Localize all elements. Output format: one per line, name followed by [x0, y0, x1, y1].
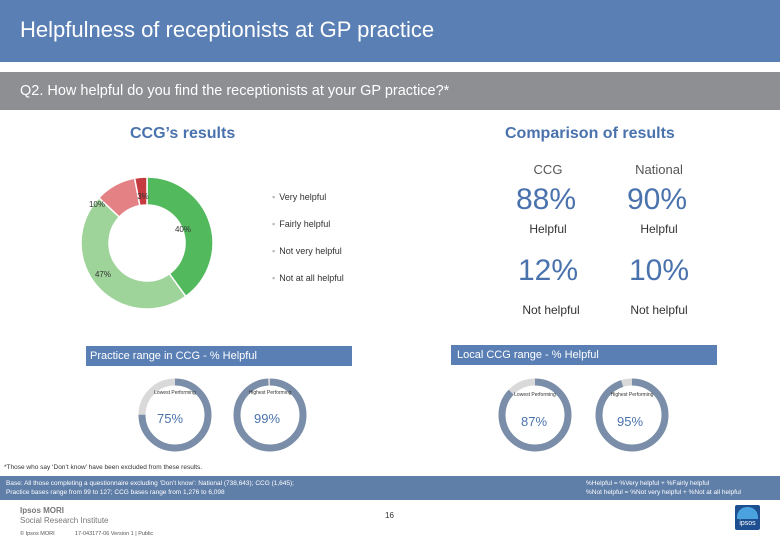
national-not-helpful-value: 10% [628, 254, 690, 287]
donut-chart: 40% 47% 10% 3% [80, 176, 214, 310]
local-lowest-ring [498, 378, 572, 452]
donut-label-not-very-helpful: 10% [89, 200, 105, 209]
ipsos-name: Ipsos MORI [20, 506, 65, 515]
comparison-title: Comparison of results [505, 125, 675, 142]
ring-fill [138, 378, 212, 452]
practice-highest-value: 99% [253, 411, 281, 426]
practice-range-bar: Practice range in CCG - % Helpful [86, 346, 352, 366]
donut-slice-fairly-helpful [80, 196, 187, 310]
local-lowest-label: Lowest Performing [514, 392, 556, 398]
legend-item-very-helpful: ▪ Very helpful [272, 192, 327, 202]
ring-fill [233, 378, 307, 452]
donut-label-very-helpful: 40% [175, 225, 191, 234]
col-ccg-header: CCG [533, 162, 563, 177]
local-range-bar: Local CCG range - % Helpful [451, 345, 717, 365]
practice-lowest-ring [138, 378, 212, 452]
donut-labels: 40% 47% 10% 3% [89, 192, 191, 279]
definitions-text: %Helpful = %Very helpful + %Fairly helpf… [586, 479, 741, 498]
practice-lowest-value: 75% [156, 411, 184, 426]
question-text: Q2. How helpful do you find the receptio… [20, 83, 450, 99]
page-title: Helpfulness of receptionists at GP pract… [20, 17, 435, 42]
question-bar: Q2. How helpful do you find the receptio… [0, 72, 780, 110]
base-bar: Base: All those completing a questionnai… [0, 476, 780, 500]
local-range-title: Local CCG range - % Helpful [457, 349, 599, 361]
practice-range-title: Practice range in CCG - % Helpful [90, 350, 257, 362]
definitions-line-1: %Helpful = %Very helpful + %Fairly helpf… [586, 480, 710, 487]
national-helpful-label: Helpful [640, 222, 678, 236]
ccg-results-title: CCG’s results [130, 125, 236, 142]
local-highest-value: 95% [616, 414, 644, 429]
ring-fill [595, 378, 669, 452]
national-helpful-value: 90% [626, 183, 688, 216]
ipsos-branding: Ipsos MORI Social Research Institute [20, 506, 109, 525]
title-bar: Helpfulness of receptionists at GP pract… [0, 0, 780, 62]
copyright: © Ipsos MORI [20, 531, 55, 537]
ccg-not-helpful-label: Not helpful [522, 303, 580, 317]
base-text: Base: All those completing a questionnai… [6, 479, 294, 498]
base-line-2: Practice bases range from 99 to 127; CCG… [6, 489, 225, 497]
page-number: 16 [385, 511, 394, 520]
legend-item-not-very-helpful: ▪ Not very helpful [272, 246, 342, 256]
ccg-helpful-value: 88% [515, 183, 577, 216]
practice-highest-ring [233, 378, 307, 452]
ipsos-subtitle: Social Research Institute [20, 515, 109, 525]
footnote: *Those who say ‘Don’t know’ have been ex… [4, 464, 203, 471]
ccg-helpful-label: Helpful [529, 222, 567, 236]
logo-arc [737, 507, 758, 519]
logo-text: ipsos [739, 520, 756, 527]
local-highest-label: Highest Performing [610, 392, 654, 398]
legend-item-fairly-helpful: ▪ Fairly helpful [272, 219, 331, 229]
base-line-1: Base: All those completing a questionnai… [6, 480, 294, 487]
legend-item-not-at-all-helpful: ▪ Not at all helpful [272, 273, 344, 283]
definitions-line-2: %Not helpful = %Not very helpful + %Not … [586, 489, 742, 497]
ring-fill [498, 378, 572, 452]
job-number: 17-043177-06 Version 1 | Public [75, 531, 154, 537]
national-not-helpful-label: Not helpful [630, 303, 688, 317]
donut-label-fairly-helpful: 47% [95, 270, 111, 279]
local-highest-ring [595, 378, 669, 452]
donut-slice-very-helpful [146, 176, 214, 298]
ipsos-logo: ipsos [735, 505, 760, 530]
local-lowest-value: 87% [520, 414, 548, 429]
practice-highest-label: Highest Performing [248, 390, 292, 396]
practice-lowest-label: Lowest Performing [154, 390, 196, 396]
col-national-header: National [635, 162, 683, 177]
ccg-not-helpful-value: 12% [517, 254, 579, 287]
donut-segments [80, 176, 214, 310]
donut-label-not-at-all-helpful: 3% [137, 192, 149, 201]
donut-slice-not-at-all-helpful [133, 176, 148, 207]
